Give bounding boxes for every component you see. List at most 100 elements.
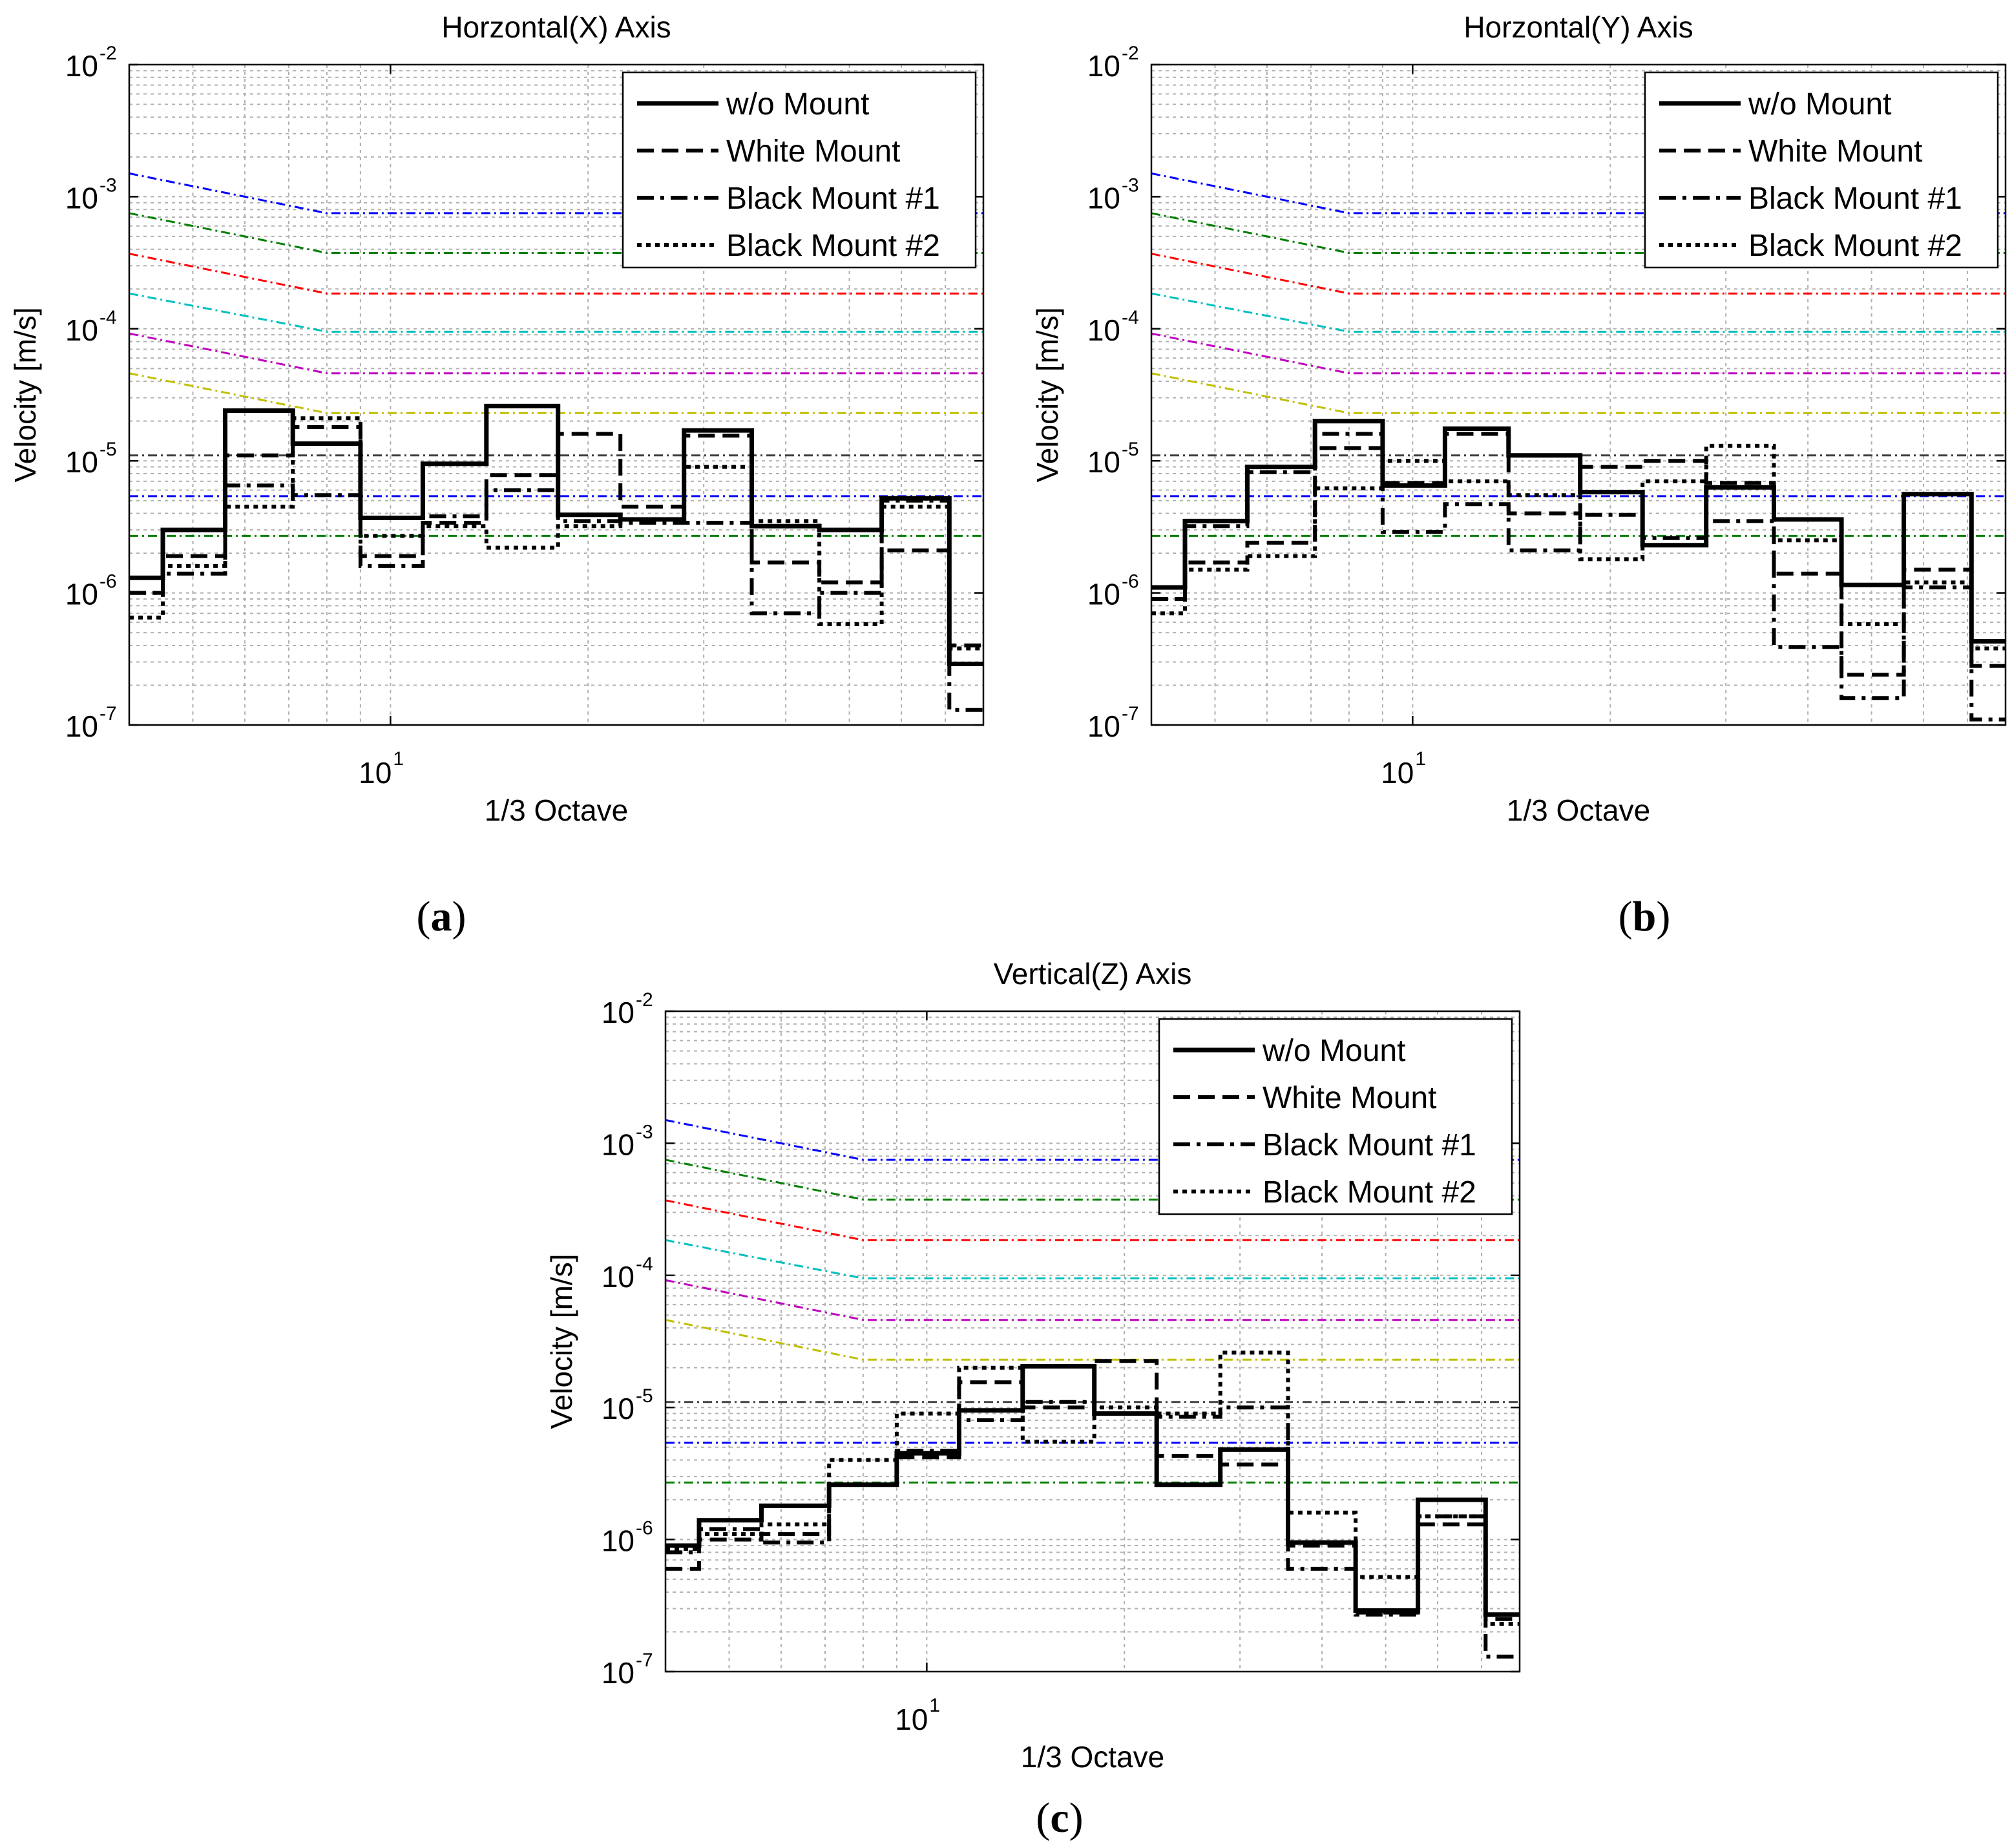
x-tick-label: 10 bbox=[1381, 756, 1414, 790]
y-tick-label-exponent: -3 bbox=[636, 1121, 653, 1142]
y-tick-label: 10 bbox=[602, 1260, 634, 1294]
series-line-dashed bbox=[665, 1359, 1520, 1621]
chart-panel-b: 10-710-610-510-410-310-210 1Horzontal(Y) … bbox=[1031, 10, 2007, 940]
legend-label: Black Mount #2 bbox=[726, 229, 940, 263]
y-tick-label: 10 bbox=[65, 49, 98, 83]
y-tick-label-exponent: -3 bbox=[100, 174, 117, 196]
x-axis-label: 1/3 Octave bbox=[1021, 1740, 1164, 1774]
criteria-curve-2 bbox=[1151, 253, 2006, 295]
legend-label: w/o Mount bbox=[1262, 1034, 1405, 1068]
legend-label: Black Mount #2 bbox=[1263, 1175, 1476, 1210]
y-tick-label-exponent: -5 bbox=[1122, 439, 1139, 460]
series-line-solid bbox=[665, 1364, 1520, 1617]
caption-letter: a bbox=[431, 893, 452, 940]
series-line-dashed bbox=[129, 425, 983, 647]
y-tick-label: 10 bbox=[65, 313, 98, 347]
y-tick-label: 10 bbox=[602, 1524, 634, 1558]
legend: w/o Mount White Mount Black Mount #1 Black … bbox=[1644, 71, 1999, 269]
y-tick-label: 10 bbox=[65, 445, 98, 479]
legend-label: White Mount bbox=[1263, 1081, 1436, 1115]
y-tick-label: 10 bbox=[65, 181, 98, 215]
y-tick-label-exponent: -7 bbox=[100, 703, 117, 724]
chart-title: Vertical(Z) Axis bbox=[994, 957, 1192, 991]
criteria-curve-4 bbox=[665, 1279, 1520, 1321]
caption-paren-close: ) bbox=[452, 893, 466, 940]
y-tick-label: 10 bbox=[1087, 49, 1120, 83]
chart-title: Horzontal(Y) Axis bbox=[1463, 10, 1693, 44]
plot-frame bbox=[128, 63, 985, 726]
criteria-curve-4 bbox=[1151, 332, 2006, 375]
y-axis-label: Velocity [m/s] bbox=[545, 1254, 578, 1429]
axis-ticks bbox=[1151, 63, 2006, 726]
x-tick-label: 10 bbox=[359, 756, 392, 790]
y-tick-label: 10 bbox=[602, 1392, 634, 1425]
series-line-dotted bbox=[665, 1350, 1520, 1626]
legend-label: White Mount bbox=[726, 134, 900, 169]
y-tick-label: 10 bbox=[65, 578, 98, 611]
criteria-curve-4 bbox=[129, 332, 983, 375]
y-tick-label-exponent: -7 bbox=[1122, 703, 1139, 724]
panel-caption: (b) bbox=[1619, 893, 1671, 940]
caption-paren-close: ) bbox=[1069, 1794, 1084, 1842]
x-tick-label-exponent: 1 bbox=[1415, 748, 1426, 770]
legend-label: w/o Mount bbox=[726, 87, 869, 121]
data-series bbox=[665, 1350, 1520, 1659]
x-tick-label-exponent: 1 bbox=[393, 748, 404, 770]
caption-letter: b bbox=[1633, 893, 1657, 940]
chart-panel-a: 10-710-610-510-410-310-210 1Horzontal(X) … bbox=[8, 10, 985, 940]
y-tick-label: 10 bbox=[1087, 578, 1120, 611]
x-tick-label-exponent: 1 bbox=[929, 1695, 940, 1716]
y-tick-label: 10 bbox=[1087, 313, 1120, 347]
criteria-curve-5 bbox=[665, 1319, 1520, 1361]
y-tick-label-exponent: -2 bbox=[1122, 43, 1139, 64]
caption-paren-open: ( bbox=[1036, 1794, 1050, 1842]
criteria-curve-5 bbox=[129, 372, 983, 414]
caption-paren-open: ( bbox=[417, 893, 431, 940]
y-axis-label: Velocity [m/s] bbox=[8, 308, 42, 483]
y-tick-label-exponent: -2 bbox=[636, 989, 653, 1011]
plot-frame bbox=[1150, 63, 2007, 726]
x-axis-label: 1/3 Octave bbox=[1507, 793, 1650, 827]
chart-title: Horzontal(X) Axis bbox=[441, 10, 671, 44]
y-tick-label-exponent: -4 bbox=[100, 307, 117, 328]
legend: w/o Mount White Mount Black Mount #1 Black … bbox=[622, 71, 977, 269]
series-line-solid bbox=[1151, 419, 2006, 644]
y-tick-label-exponent: -6 bbox=[636, 1518, 653, 1539]
y-tick-label-exponent: -7 bbox=[636, 1650, 653, 1671]
y-tick-label: 10 bbox=[602, 1656, 634, 1690]
caption-paren-open: ( bbox=[1619, 893, 1633, 940]
y-tick-label-exponent: -4 bbox=[636, 1254, 653, 1275]
y-tick-label: 10 bbox=[65, 709, 98, 743]
criteria-curve-3 bbox=[665, 1239, 1520, 1279]
legend-label: w/o Mount bbox=[1748, 87, 1891, 121]
legend: w/o Mount White Mount Black Mount #1 Black … bbox=[1158, 1018, 1513, 1215]
legend-label: Black Mount #1 bbox=[1263, 1128, 1476, 1162]
data-series bbox=[1151, 419, 2006, 722]
y-tick-label-exponent: -2 bbox=[100, 43, 117, 64]
data-series bbox=[129, 403, 983, 712]
plot-frame bbox=[664, 1010, 1521, 1673]
y-tick-label: 10 bbox=[602, 1128, 634, 1161]
panel-caption: (a) bbox=[417, 893, 466, 940]
legend-label: Black Mount #1 bbox=[726, 182, 940, 216]
y-tick-label-exponent: -3 bbox=[1122, 174, 1139, 196]
y-axis-label: Velocity [m/s] bbox=[1031, 308, 1064, 483]
criteria-curve-3 bbox=[129, 292, 983, 333]
caption-paren-close: ) bbox=[1656, 893, 1670, 940]
series-line-dotted bbox=[129, 416, 983, 651]
y-tick-label: 10 bbox=[602, 996, 634, 1029]
y-tick-label: 10 bbox=[1087, 445, 1120, 479]
criteria-curve-3 bbox=[1151, 292, 2006, 333]
x-axis-label: 1/3 Octave bbox=[485, 793, 628, 827]
y-tick-label-exponent: -5 bbox=[100, 439, 117, 460]
series-line-dashdot bbox=[129, 483, 983, 712]
y-tick-label: 10 bbox=[1087, 181, 1120, 215]
legend-label: Black Mount #1 bbox=[1748, 182, 1962, 216]
criteria-curve-2 bbox=[129, 253, 983, 295]
criteria-curve-2 bbox=[665, 1199, 1520, 1241]
caption-letter: c bbox=[1050, 1794, 1069, 1842]
y-tick-label-exponent: -6 bbox=[1122, 571, 1139, 593]
panel-caption: (c) bbox=[1036, 1794, 1083, 1842]
